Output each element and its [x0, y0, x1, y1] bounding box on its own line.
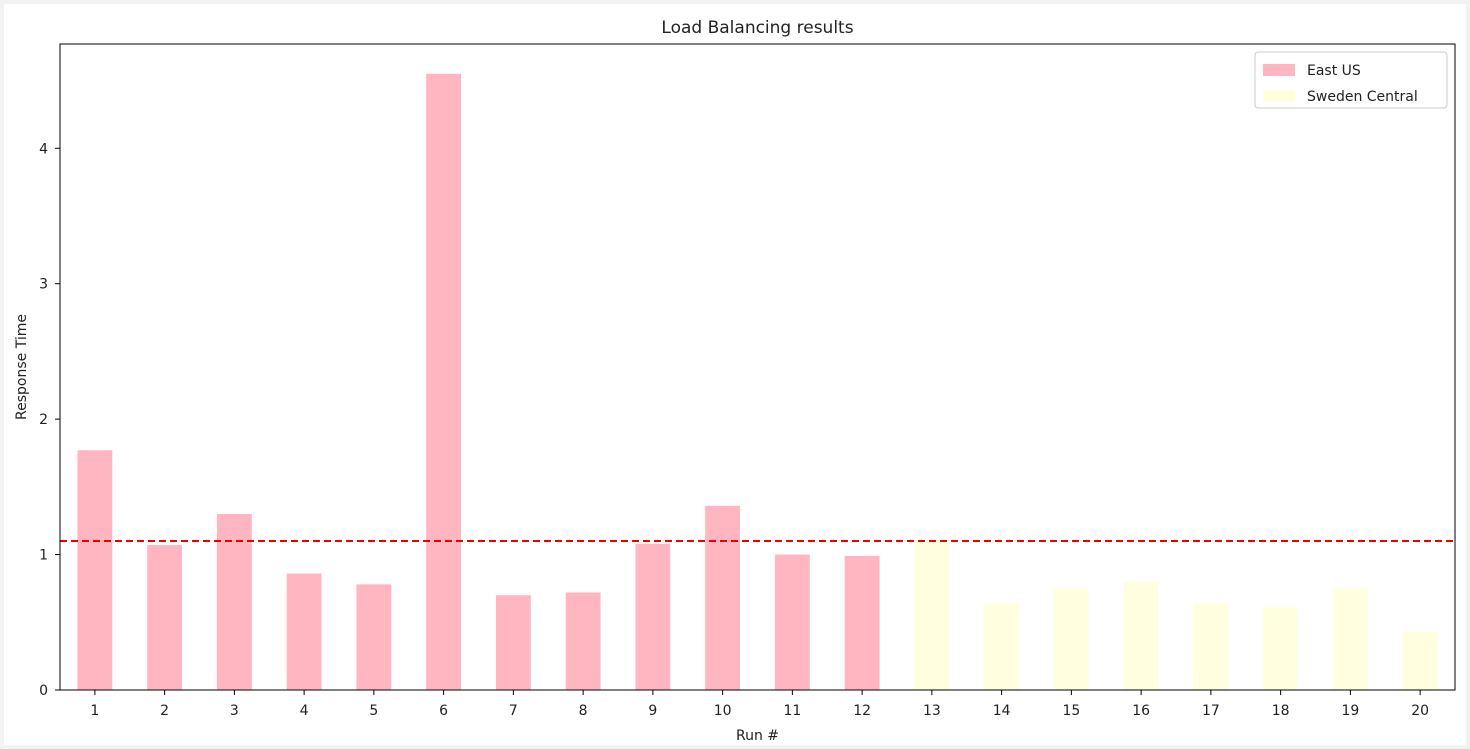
bar-run-8 [565, 592, 601, 690]
chart-title: Load Balancing results [661, 18, 853, 38]
bar-run-11 [774, 554, 810, 690]
legend-swatch [1263, 64, 1295, 76]
x-tick-label: 9 [648, 703, 657, 719]
y-tick-label: 1 [39, 548, 48, 564]
x-tick-label: 8 [579, 703, 588, 719]
legend-box [1254, 51, 1448, 109]
x-tick-label: 7 [509, 703, 518, 719]
y-tick-label: 4 [39, 141, 48, 157]
bar-run-14 [984, 603, 1020, 690]
x-tick-label: 2 [160, 703, 169, 719]
bar-run-6 [426, 73, 462, 690]
y-tick-label: 2 [39, 412, 48, 428]
bar-run-18 [1263, 607, 1299, 690]
bar-run-7 [495, 595, 531, 690]
x-tick-label: 12 [853, 703, 871, 719]
bars-group [77, 73, 1438, 690]
x-axis-label: Run # [736, 728, 779, 744]
x-tick-label: 14 [993, 703, 1011, 719]
x-tick-label: 13 [923, 703, 941, 719]
x-tick-label: 3 [230, 703, 239, 719]
legend-label: Sweden Central [1307, 89, 1418, 105]
x-axis-ticks: 1 2 3 4 5 6 7 8 9 10 11 12 13 14 15 16 17 18 19 20 [90, 690, 1429, 719]
bar-run-12 [844, 555, 880, 690]
legend: East US Sweden Central [1254, 51, 1448, 109]
bar-run-10 [705, 505, 741, 690]
x-tick-label: 19 [1341, 703, 1359, 719]
y-axis-ticks: 0 1 2 3 4 [39, 141, 60, 699]
bar-run-17 [1193, 603, 1229, 690]
plot-area-border [59, 43, 1456, 691]
y-axis-label: Response Time [14, 314, 30, 420]
x-tick-label: 11 [783, 703, 801, 719]
bar-run-16 [1123, 581, 1159, 690]
x-tick-label: 17 [1202, 703, 1220, 719]
bar-run-20 [1402, 631, 1438, 690]
x-tick-label: 5 [369, 703, 378, 719]
x-tick-label: 1 [90, 703, 99, 719]
x-tick-label: 16 [1132, 703, 1150, 719]
y-tick-label: 3 [39, 277, 48, 293]
bar-run-3 [216, 513, 252, 690]
bar-run-4 [286, 573, 322, 690]
bar-run-2 [147, 545, 183, 690]
legend-swatch [1263, 90, 1295, 102]
x-tick-label: 10 [714, 703, 732, 719]
bar-run-9 [635, 543, 671, 690]
legend-label: East US [1307, 63, 1361, 79]
x-tick-label: 15 [1062, 703, 1080, 719]
bar-run-13 [914, 541, 950, 690]
x-tick-label: 20 [1411, 703, 1429, 719]
bar-run-1 [77, 450, 113, 690]
y-tick-label: 0 [39, 683, 48, 699]
bar-run-15 [1053, 588, 1089, 690]
x-tick-label: 18 [1272, 703, 1290, 719]
bar-run-19 [1332, 588, 1368, 690]
bar-run-5 [356, 584, 392, 690]
x-tick-label: 6 [439, 703, 448, 719]
x-tick-label: 4 [300, 703, 309, 719]
